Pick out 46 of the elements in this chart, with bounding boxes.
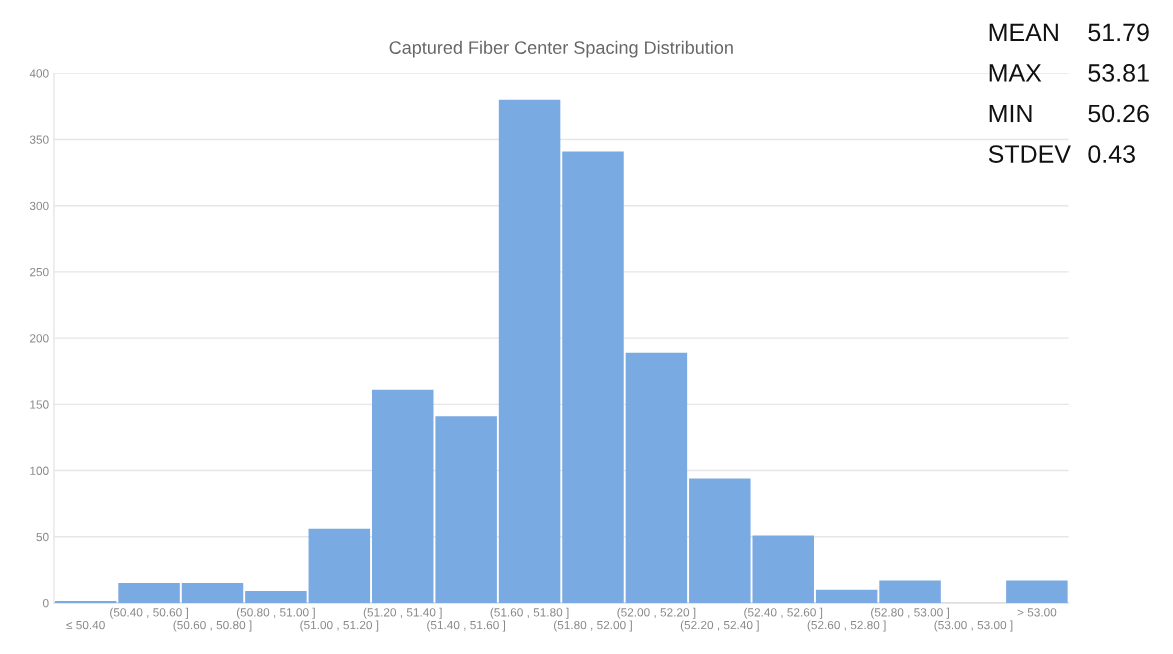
y-tick-label: 150 (30, 400, 49, 409)
text: 53.81 (1088, 64, 1149, 82)
bar (308, 528, 371, 603)
annotation: MIN (989, 104, 1032, 123)
text: MEAN (989, 23, 1058, 42)
text: 50.26 (1088, 104, 1149, 123)
text: 0.43 (1088, 145, 1135, 163)
x-tick-label: (52.00 , 52.20 ] (617, 607, 696, 619)
x-tick-label: (50.60 , 50.80 ] (173, 620, 252, 632)
y-tick-label: 400 (29, 69, 49, 78)
y-tick-label: 300 (29, 201, 49, 211)
x-tick-label: ≤ 50.40 (66, 620, 105, 630)
x-tick-label: (52.40 , 52.60 ] (744, 607, 823, 619)
bar (435, 416, 497, 603)
y-tick-label: 350 (29, 135, 49, 144)
x-tick-label: (51.60 , 51.80 ] (490, 607, 569, 619)
bar (1006, 580, 1068, 603)
bar (625, 352, 688, 603)
bar (118, 583, 180, 603)
text: 51.79 (1088, 23, 1149, 42)
bar (879, 580, 941, 603)
bar (245, 591, 307, 603)
bar (562, 151, 624, 603)
y-tick-label: 200 (30, 334, 49, 343)
x-tick-label: (53.00 , 53.00 ] (934, 620, 1013, 632)
annotation: STDEV (988, 145, 1071, 163)
bar (815, 589, 878, 603)
x-tick-label: (52.60 , 52.80 ] (807, 620, 886, 632)
y-tick-label: 50 (36, 532, 49, 542)
x-tick-label: (51.20 , 51.40 ] (363, 607, 442, 619)
x-tick-label: (51.00 , 51.20 ] (300, 620, 379, 632)
chart-title: Captured Fiber Center Spacing Distribution (389, 40, 733, 58)
bar (498, 99, 561, 603)
x-tick-label: (50.80 , 51.00 ] (236, 607, 315, 619)
x-tick-label: (51.40 , 51.60 ] (427, 620, 506, 632)
y-tick-label: 250 (30, 267, 49, 277)
x-tick-label: (50.40 , 50.60 ] (110, 607, 188, 619)
annotation: MAX (989, 64, 1042, 82)
x-tick-label: (52.80 , 53.00 ] (871, 607, 949, 619)
x-tick-label: (52.20 , 52.40 ] (680, 620, 759, 632)
x-tick-label: > 53.00 (1017, 608, 1057, 617)
bar (371, 389, 434, 603)
bar (181, 583, 244, 603)
y-tick-label: 0 (42, 599, 49, 608)
y-tick-label: 100 (30, 466, 49, 475)
x-tick-label: (51.80 , 52.00 ] (554, 620, 632, 632)
